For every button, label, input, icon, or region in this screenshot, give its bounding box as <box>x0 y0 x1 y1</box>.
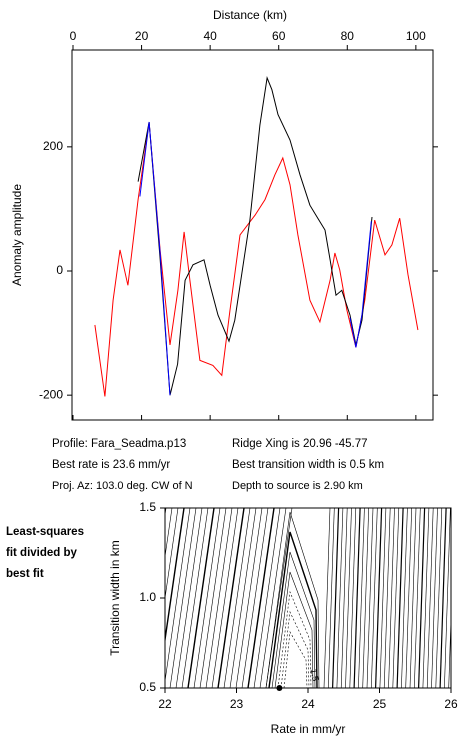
contour-line <box>229 508 257 688</box>
contour-line <box>418 508 426 688</box>
y-tick-label: 1.5 <box>139 500 156 514</box>
contour-line <box>358 508 365 688</box>
contour-line <box>165 508 185 645</box>
profile-line <box>349 221 372 348</box>
contour-line <box>353 508 361 688</box>
contour-line <box>283 631 308 688</box>
contour-line <box>414 508 421 688</box>
x-tick-label: 26 <box>444 697 458 711</box>
contour-line <box>175 508 203 688</box>
contour-line <box>247 508 275 688</box>
contour-line <box>336 508 344 688</box>
contour-line <box>345 508 352 688</box>
contour-line <box>453 508 459 688</box>
contour-line <box>235 508 263 688</box>
contour-line <box>274 571 314 688</box>
y-tick-label: 0.5 <box>139 680 156 694</box>
x-tick-label: 0 <box>70 29 77 43</box>
contour-line <box>340 508 348 688</box>
contour-line <box>271 551 316 688</box>
contour-line <box>375 508 383 688</box>
contour-line <box>332 508 340 688</box>
x-tick-label: 25 <box>373 697 387 711</box>
contour-line <box>253 508 281 688</box>
info-text: Proj. Az: 103.0 deg. CW of N <box>52 480 193 492</box>
x-axis-title: Rate in mm/yr <box>271 722 346 736</box>
best-fit-point <box>276 685 283 691</box>
profile-line <box>139 121 171 396</box>
x-tick-label: 22 <box>158 697 172 711</box>
profile-line <box>137 76 373 396</box>
x-axis-title: Distance (km) <box>213 8 287 22</box>
contour-line <box>199 508 227 688</box>
contour-line <box>323 508 331 688</box>
x-tick-label: 100 <box>406 29 426 43</box>
contour-line <box>165 508 173 559</box>
x-tick-label: 60 <box>272 29 286 43</box>
contour-line <box>435 508 443 688</box>
y-axis-title: Transition width in km <box>108 540 122 656</box>
contour-line <box>280 610 310 688</box>
x-tick-label: 24 <box>301 697 315 711</box>
contour-line <box>396 508 404 688</box>
side-label: fit divided by <box>6 547 78 559</box>
contour-line <box>444 508 451 688</box>
plot-frame <box>71 49 434 421</box>
contour-line <box>388 508 395 688</box>
contour-line <box>379 508 387 688</box>
side-label: Least-squares <box>6 526 84 538</box>
contour-line <box>193 508 221 688</box>
y-tick-label: 0 <box>56 263 63 277</box>
contour-line <box>383 508 391 688</box>
info-text: Depth to source is 2.90 km <box>232 480 363 492</box>
contour-line <box>448 609 451 688</box>
contour-line <box>349 508 357 688</box>
contour-line <box>223 508 251 688</box>
contour-line <box>401 508 408 688</box>
profile-line <box>94 122 419 397</box>
contour-line <box>211 508 239 688</box>
contour-line <box>328 508 335 688</box>
info-text: Best rate is 23.6 mm/yr <box>52 459 170 471</box>
contour-line <box>268 531 318 688</box>
contour-line <box>181 508 209 688</box>
contour-line <box>169 508 197 688</box>
contour-line <box>426 508 434 688</box>
side-label: best fit <box>6 568 44 580</box>
contour-line <box>259 508 287 688</box>
contour-line <box>409 508 417 688</box>
contour-line <box>422 508 430 688</box>
info-text: Ridge Xing is 20.96 -45.77 <box>232 438 368 450</box>
contour-field <box>165 508 459 688</box>
contour-line <box>431 508 438 688</box>
contour-line <box>205 508 233 688</box>
contour-line <box>241 508 269 688</box>
contour-line <box>392 508 400 688</box>
y-tick-label: 1.0 <box>139 590 156 604</box>
contour-line <box>165 508 191 684</box>
x-tick-label: 80 <box>341 29 355 43</box>
info-text: Best transition width is 0.5 km <box>232 459 384 471</box>
contour-line <box>165 508 179 601</box>
x-tick-label: 23 <box>230 697 244 711</box>
contour-line <box>277 590 312 688</box>
contour-line <box>405 508 412 688</box>
contour-line <box>439 508 447 688</box>
x-tick-label: 20 <box>135 29 149 43</box>
x-tick-label: 40 <box>203 29 217 43</box>
contour-line <box>366 508 374 688</box>
contour-line <box>217 508 245 688</box>
info-text: Profile: Fara_Seadma.p13 <box>52 438 186 450</box>
y-tick-label: -200 <box>39 387 63 401</box>
contour-label: 1.5 <box>309 668 321 682</box>
y-axis-title: Anomaly amplitude <box>10 184 24 286</box>
y-tick-label: 200 <box>43 139 63 153</box>
contour-line <box>187 508 215 688</box>
contour-line <box>265 511 320 688</box>
contour-line <box>362 508 369 688</box>
contour-line <box>371 508 378 688</box>
